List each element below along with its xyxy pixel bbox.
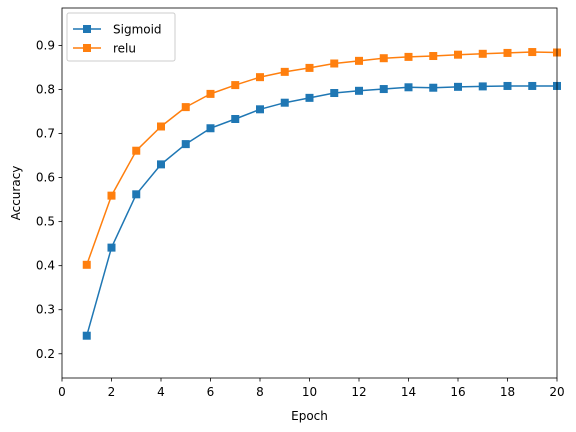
data-point-marker bbox=[429, 83, 438, 92]
data-point-marker bbox=[404, 83, 413, 92]
data-point-marker bbox=[157, 160, 165, 169]
data-point-marker bbox=[206, 124, 215, 133]
plot-frame bbox=[61, 7, 558, 379]
data-point-marker bbox=[379, 54, 388, 63]
legend: Sigmoid relu bbox=[66, 12, 176, 62]
x-tick-label: 4 bbox=[157, 385, 165, 399]
data-point-marker bbox=[454, 82, 462, 91]
data-point-marker bbox=[305, 63, 314, 72]
data-point-marker bbox=[132, 146, 141, 155]
data-point-marker bbox=[528, 48, 537, 57]
y-tick-label: 0.4 bbox=[36, 259, 55, 273]
data-point-marker bbox=[231, 81, 240, 90]
data-point-marker bbox=[107, 191, 116, 200]
data-point-marker bbox=[503, 81, 512, 90]
data-point-marker bbox=[231, 115, 240, 123]
data-point-marker bbox=[429, 52, 438, 61]
legend-marker bbox=[83, 44, 91, 52]
legend-item: relu bbox=[73, 42, 136, 56]
data-point-marker bbox=[82, 260, 91, 269]
series-line bbox=[86, 85, 557, 336]
legend-marker bbox=[83, 25, 91, 33]
data-point-marker bbox=[503, 48, 512, 57]
x-tick-label: 16 bbox=[450, 385, 465, 399]
data-point-marker bbox=[330, 89, 339, 98]
series-line bbox=[86, 51, 558, 266]
x-tick-label: 2 bbox=[108, 385, 116, 399]
data-point-marker bbox=[355, 86, 363, 95]
x-tick-label: 10 bbox=[302, 385, 317, 399]
data-point-marker bbox=[256, 73, 264, 82]
data-point-marker bbox=[330, 59, 339, 68]
data-point-marker bbox=[280, 98, 289, 107]
y-tick-label: 0.9 bbox=[36, 38, 55, 52]
y-tick-label: 0.3 bbox=[36, 303, 55, 317]
data-point-marker bbox=[404, 52, 413, 61]
data-point-marker bbox=[478, 49, 487, 58]
data-point-marker bbox=[181, 140, 190, 149]
x-tick-label: 8 bbox=[256, 385, 264, 399]
y-tick-label: 0.8 bbox=[36, 82, 55, 96]
data-point-marker bbox=[478, 82, 487, 91]
y-tick-label: 0.6 bbox=[36, 171, 55, 185]
data-point-marker bbox=[280, 67, 289, 76]
axes-layer: 0 2 4 6 8 10 12 14 16 18 20 0.2 0.3 0.4 0.5 0.6 0.7 0.8 0.… bbox=[36, 38, 565, 399]
y-axis-title: Accuracy bbox=[9, 166, 23, 221]
legend-box bbox=[66, 12, 176, 62]
data-point-marker bbox=[206, 89, 215, 98]
data-point-marker bbox=[305, 93, 314, 102]
data-point-marker bbox=[528, 81, 537, 90]
data-point-marker bbox=[107, 243, 116, 252]
y-tick-label: 0.2 bbox=[36, 347, 55, 361]
data-point-marker bbox=[157, 122, 165, 131]
x-tick-label: 18 bbox=[500, 385, 515, 399]
legend-label: Sigmoid bbox=[113, 23, 162, 37]
data-point-marker bbox=[355, 56, 363, 65]
legend-label: relu bbox=[113, 42, 136, 56]
y-tick-label: 0.5 bbox=[36, 215, 55, 229]
y-tick-label: 0.7 bbox=[36, 127, 55, 141]
x-tick-label: 14 bbox=[401, 385, 416, 399]
data-point-marker bbox=[256, 105, 264, 114]
data-point-marker bbox=[379, 85, 388, 94]
x-tick-label: 0 bbox=[58, 385, 66, 399]
x-axis-title: Epoch bbox=[291, 409, 328, 423]
x-tick-label: 6 bbox=[207, 385, 215, 399]
x-tick-label: 12 bbox=[351, 385, 366, 399]
data-point-marker bbox=[132, 190, 141, 199]
data-point-marker bbox=[82, 331, 91, 340]
x-tick-label: 20 bbox=[549, 385, 564, 399]
legend-item: Sigmoid bbox=[73, 23, 162, 37]
data-point-marker bbox=[454, 50, 462, 59]
data-point-marker bbox=[181, 103, 190, 112]
